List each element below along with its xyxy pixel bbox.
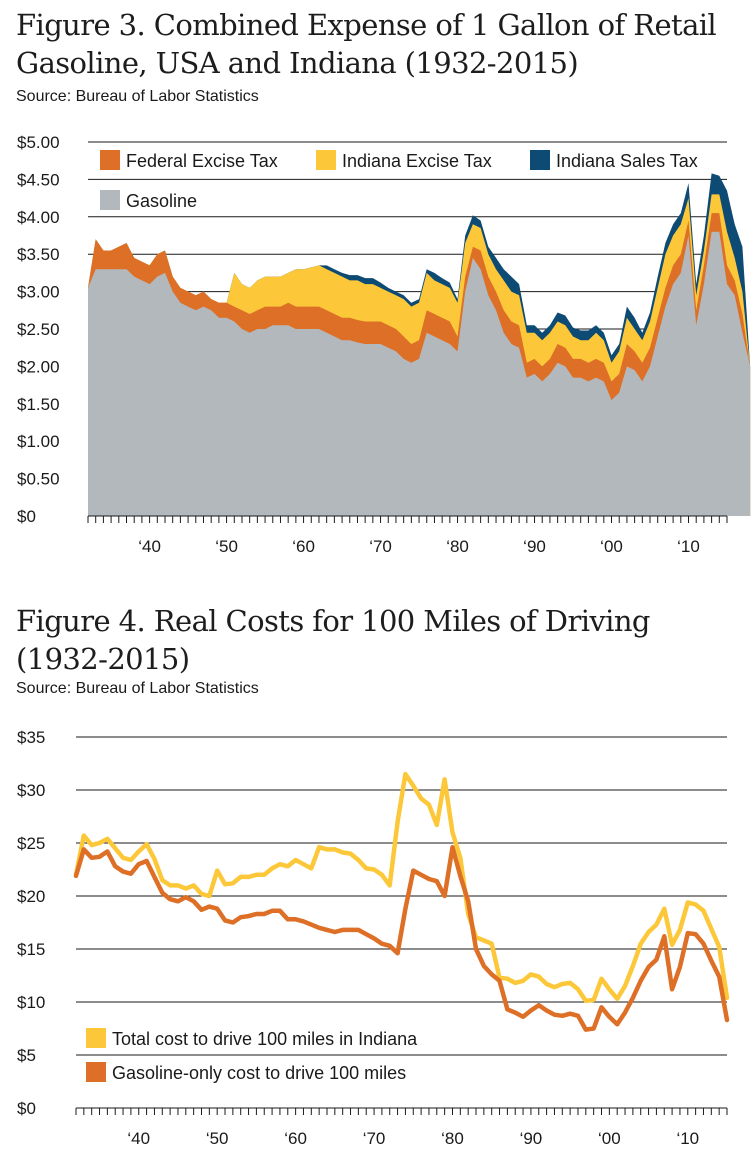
figure-3-title: Figure 3. Combined Expense of 1 Gallon o… (16, 8, 717, 80)
figure-3: Figure 3. Combined Expense of 1 Gallon o… (0, 0, 752, 580)
fig3-x-tick-label: ‘90 (523, 537, 546, 556)
fig3-x-tick-label: ‘50 (215, 537, 238, 556)
fig3-x-tick-label: ‘80 (446, 537, 469, 556)
fig4-x-tick-label: ‘00 (598, 1129, 621, 1148)
fig3-area-gasoline (88, 231, 751, 517)
fig4-y-tick-label: $20 (17, 887, 45, 906)
fig3-legend-label: Gasoline (126, 191, 197, 211)
fig4-y-tick-label: $35 (17, 728, 45, 747)
fig3-legend-swatch (316, 150, 336, 170)
fig4-line-total-cost-to-drive-100-miles-in-indiana (73, 771, 730, 1004)
figure-4-source: Source: Bureau of Labor Statistics (16, 680, 259, 697)
fig3-y-tick-label: $2.00 (17, 357, 60, 376)
fig3-x-tick-label: ‘00 (600, 537, 623, 556)
fig4-legend-label: Gasoline-only cost to drive 100 miles (112, 1063, 406, 1083)
fig3-legend-swatch (530, 150, 550, 170)
fig3-y-tick-label: $5.00 (17, 133, 60, 152)
fig3-legend-label: Federal Excise Tax (126, 151, 278, 171)
fig3-legend-label: Indiana Sales Tax (556, 151, 698, 171)
fig4-x-tick-label: ‘60 (284, 1129, 307, 1148)
fig4-y-tick-label: $10 (17, 993, 45, 1012)
fig4-x-tick-label: ‘90 (520, 1129, 543, 1148)
fig3-y-tick-label: $3.50 (17, 245, 60, 264)
fig4-line-gasoline-only-cost-to-drive-100-miles (73, 844, 730, 1032)
fig4-y-tick-label: $0 (17, 1099, 36, 1118)
fig4-y-tick-label: $25 (17, 834, 45, 853)
figure-3-chart: $0 $0.50 $1.00 $1.50 $2.00 $2.50 $3.00 $3.50 $4.… (17, 133, 751, 556)
figure-4-chart: $0 $5 $10 $15 $20 $25 $30 $35 ‘40 ‘50 ‘60 ‘70 ‘80 ‘90… (17, 728, 730, 1148)
fig3-legend-swatch (100, 190, 120, 210)
fig4-x-tick-label: ‘40 (127, 1129, 150, 1148)
fig4-y-tick-label: $15 (17, 940, 45, 959)
fig3-x-tick-label: ‘40 (138, 537, 161, 556)
fig3-x-tick-label: ‘60 (292, 537, 315, 556)
fig3-y-tick-label: $4.00 (17, 208, 60, 227)
fig4-x-tick-label: ‘80 (441, 1129, 464, 1148)
fig4-legend-swatch (86, 1028, 106, 1048)
fig3-legend-swatch (100, 150, 120, 170)
fig4-y-tick-label: $5 (17, 1046, 36, 1065)
fig4-x-tick-label: ‘50 (206, 1129, 229, 1148)
fig3-x-tick-label: ‘70 (369, 537, 392, 556)
fig4-x-tick-label: ‘10 (676, 1129, 699, 1148)
fig3-y-tick-label: $2.50 (17, 320, 60, 339)
fig3-legend-label: Indiana Excise Tax (342, 151, 492, 171)
fig4-y-tick-label: $30 (17, 781, 45, 800)
fig3-y-tick-label: $4.50 (17, 170, 60, 189)
figure-3-source: Source: Bureau of Labor Statistics (16, 88, 259, 105)
fig3-y-tick-label: $1.50 (17, 395, 60, 414)
fig4-x-tick-label: ‘70 (363, 1129, 386, 1148)
fig4-legend-label: Total cost to drive 100 miles in Indiana (112, 1029, 418, 1049)
figure-4-title: Figure 4. Real Costs for 100 Miles of Dr… (16, 604, 650, 676)
fig4-legend-swatch (86, 1062, 106, 1082)
fig3-y-tick-label: $1.00 (17, 432, 60, 451)
fig3-x-tick-label: ‘10 (677, 537, 700, 556)
fig3-y-tick-label: $3.00 (17, 283, 60, 302)
fig3-y-tick-label: $0.50 (17, 470, 60, 489)
fig3-y-tick-label: $0 (17, 507, 36, 526)
figure-4: Figure 4. Real Costs for 100 Miles of Dr… (0, 596, 752, 1164)
